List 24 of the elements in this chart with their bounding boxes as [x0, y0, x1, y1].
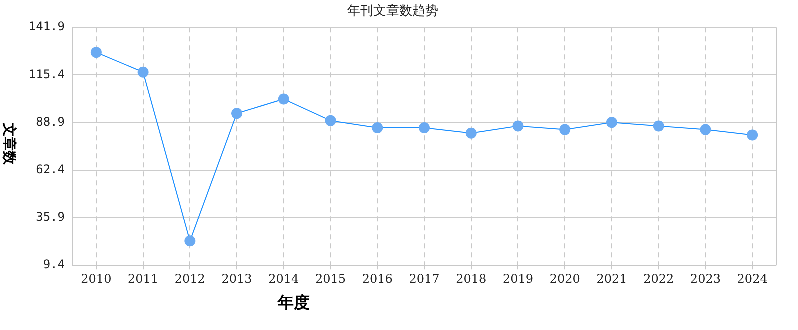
- x-tick-label: 2016: [362, 272, 393, 286]
- x-tick-label: 2015: [315, 272, 346, 286]
- x-tick-label: 2020: [550, 272, 580, 286]
- x-tick-label: 2021: [596, 272, 628, 286]
- y-axis-title: 文章数: [0, 123, 18, 165]
- x-tick-label: 2011: [128, 272, 159, 286]
- x-tick-label: 2012: [174, 272, 206, 286]
- x-tick-label: 2013: [222, 272, 252, 286]
- x-tick-label: 2014: [268, 272, 300, 286]
- x-tick-label: 2019: [502, 272, 534, 286]
- x-tick-label: 2010: [81, 272, 112, 286]
- x-tick-label: 2023: [690, 272, 721, 286]
- y-tick-label: 9.4: [43, 258, 65, 272]
- y-tick-label: 141.9: [28, 20, 65, 34]
- x-tick-label: 2017: [409, 272, 440, 286]
- x-tick-label: 2018: [456, 272, 487, 286]
- x-axis-title: 年度: [278, 293, 310, 314]
- y-tick-label: 88.9: [36, 114, 65, 129]
- y-tick-label: 62.4: [36, 162, 65, 177]
- x-tick-label: 2022: [644, 272, 674, 286]
- chart-title: 年刊文章数趋势: [348, 4, 438, 20]
- y-tick-label: 35.9: [36, 210, 65, 224]
- x-tick-label: 2024: [737, 272, 768, 286]
- y-tick-label: 115.4: [28, 67, 65, 82]
